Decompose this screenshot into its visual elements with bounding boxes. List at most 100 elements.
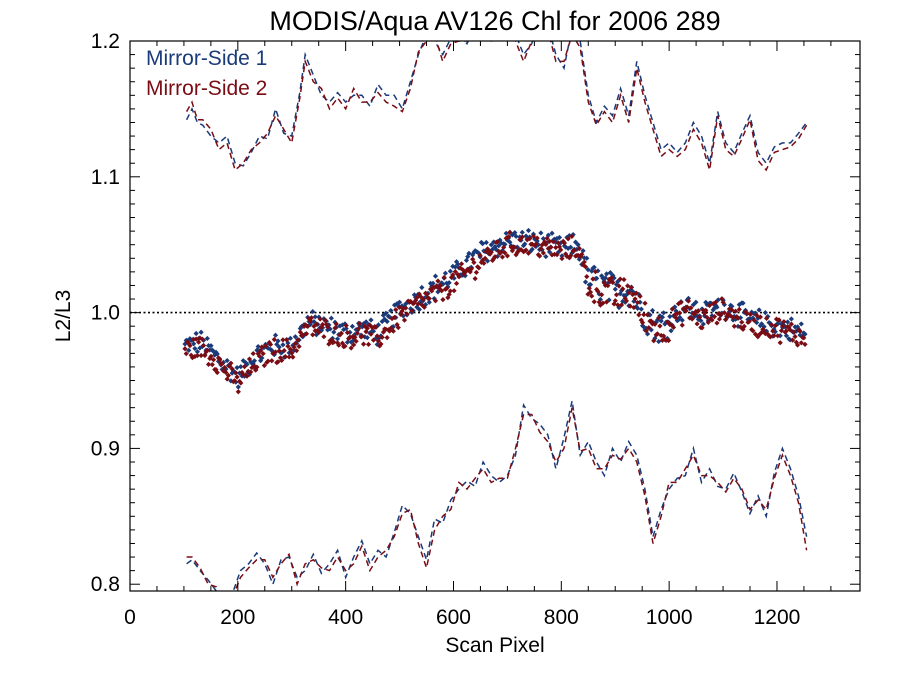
scatter-point — [328, 315, 334, 321]
scatter-point — [621, 276, 627, 283]
scatter-point — [357, 320, 363, 327]
scatter-point — [305, 323, 311, 330]
scatter-point — [714, 304, 720, 310]
scatter-point — [470, 252, 476, 258]
scatter-point — [522, 241, 528, 247]
scatter-point — [545, 232, 551, 238]
scatter-point — [601, 280, 607, 286]
scatter-point — [506, 233, 512, 240]
scatter-point — [369, 324, 375, 331]
scatter-point — [337, 332, 343, 338]
scatter-point — [429, 288, 435, 294]
scatter-point — [476, 265, 482, 271]
scatter-point — [636, 312, 642, 318]
scatter-point — [639, 320, 646, 326]
scatter-point — [673, 315, 679, 321]
scatter-point — [276, 348, 282, 354]
scatter-point — [303, 331, 310, 337]
scatter-point — [189, 355, 196, 361]
scatter-point — [503, 230, 509, 236]
scatter-point — [695, 316, 701, 322]
scatter-point — [471, 259, 477, 266]
scatter-point — [737, 324, 744, 330]
scatter-point — [244, 361, 250, 367]
scatter-point — [569, 233, 575, 240]
scatter-point — [354, 327, 360, 334]
scatter-point — [635, 299, 641, 306]
scatter-point — [631, 304, 637, 311]
scatter-point — [791, 329, 797, 335]
scatter-point — [280, 337, 286, 343]
scatter-point — [715, 311, 721, 317]
scatter-point — [735, 315, 741, 321]
scatter-point — [265, 358, 271, 364]
scatter-point — [704, 302, 710, 308]
scatter-point — [241, 364, 248, 370]
scatter-point — [728, 313, 734, 319]
scatter-point — [709, 313, 715, 319]
scatter-point — [585, 291, 591, 297]
scatter-point — [203, 349, 209, 355]
scatter-point — [236, 370, 243, 376]
x-tick-label: 800 — [544, 606, 579, 629]
scatter-point — [342, 343, 348, 349]
scatter-point — [694, 321, 700, 327]
scatter-point — [648, 327, 654, 333]
scatter-point — [291, 344, 297, 350]
scatter-point — [343, 325, 349, 332]
legend: Mirror-Side 1 Mirror-Side 2 — [146, 47, 267, 100]
scatter-point — [375, 338, 382, 344]
scatter-point — [499, 254, 506, 260]
scatter-point — [704, 314, 710, 321]
scatter-point — [497, 250, 503, 257]
scatter-point — [192, 353, 198, 360]
scatter-point — [615, 302, 621, 308]
scatter-point — [555, 240, 561, 246]
scatter-point — [675, 317, 682, 323]
scatter-point — [296, 343, 302, 350]
scatter-point — [251, 363, 258, 369]
scatter-point — [638, 306, 644, 312]
scatter-point — [797, 328, 803, 334]
scatter-point — [487, 251, 493, 257]
scatter-point — [612, 286, 618, 292]
scatter-point — [214, 369, 220, 376]
scatter-point — [251, 358, 258, 364]
scatter-point — [683, 308, 689, 314]
scatter-point — [739, 319, 745, 325]
scatter-point — [267, 341, 274, 348]
scatter-point — [515, 248, 522, 254]
scatter-point — [599, 273, 605, 279]
scatter-point — [210, 357, 217, 363]
scatter-point — [685, 298, 692, 304]
scatter-point — [248, 369, 254, 375]
scatter-point — [432, 298, 439, 304]
scatter-point — [271, 336, 277, 343]
scatter-point — [693, 299, 699, 305]
scatter-point — [726, 306, 732, 312]
y-tick-label: 0.8 — [91, 573, 120, 596]
scatter-point — [519, 234, 525, 240]
scatter-point — [194, 349, 200, 355]
x-tick-label: 400 — [328, 606, 363, 629]
scatter-point — [445, 284, 451, 290]
scatter-point — [435, 289, 441, 295]
scatter-point — [688, 305, 694, 311]
scatter-point — [678, 299, 684, 306]
scatter-point — [415, 301, 421, 307]
scatter-point — [726, 309, 732, 315]
scatter-point — [592, 269, 599, 275]
scatter-point — [778, 328, 785, 334]
scatter-point — [384, 334, 390, 341]
scatter-point — [198, 329, 204, 335]
scatter-point — [700, 307, 706, 313]
scatter-point — [594, 275, 600, 281]
scatter-point — [763, 315, 770, 321]
scatter-point — [649, 307, 656, 314]
scatter-point — [673, 308, 679, 314]
scatter-point — [560, 238, 566, 244]
scatter-point — [661, 333, 667, 339]
scatter-point — [617, 276, 623, 282]
scatter-point — [714, 320, 720, 326]
scatter-point — [628, 284, 635, 291]
